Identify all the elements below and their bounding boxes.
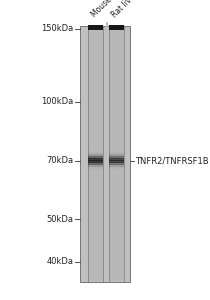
Bar (109, 169, 124, 170)
Bar (88, 157, 103, 158)
Text: TNFR2/TNFRSF1B: TNFR2/TNFRSF1B (135, 156, 209, 165)
Bar (88, 26, 103, 281)
Bar (109, 160, 124, 161)
Bar (88, 159, 103, 160)
Bar (88, 169, 103, 170)
Bar (88, 161, 103, 162)
Text: 100kDa: 100kDa (41, 98, 74, 106)
Bar (106, 22, 108, 32)
Bar (88, 150, 103, 151)
Bar (109, 158, 124, 159)
Text: 150kDa: 150kDa (41, 24, 74, 33)
Bar (109, 167, 124, 168)
Bar (106, 26, 108, 281)
Bar (109, 151, 124, 152)
Bar (88, 155, 103, 156)
Text: 70kDa: 70kDa (46, 156, 74, 165)
Bar (88, 160, 103, 161)
Bar (109, 164, 124, 165)
Bar (80, 26, 130, 282)
Bar (88, 151, 103, 152)
Bar (88, 163, 103, 164)
Bar (109, 25, 124, 30)
Bar (88, 162, 103, 163)
Bar (109, 162, 124, 163)
Text: 50kDa: 50kDa (46, 214, 74, 224)
Bar (88, 164, 103, 165)
Bar (109, 168, 124, 169)
Bar (109, 170, 124, 171)
Bar (88, 152, 103, 153)
Text: Rat liver: Rat liver (110, 0, 139, 20)
Bar (88, 170, 103, 171)
Bar (88, 25, 103, 30)
Text: Mouse spleen: Mouse spleen (89, 0, 133, 20)
Bar (109, 161, 124, 162)
Bar (106, 26, 108, 281)
Bar (109, 154, 124, 155)
Bar (109, 163, 124, 164)
Bar (109, 26, 124, 281)
Bar (109, 152, 124, 153)
Bar (88, 167, 103, 168)
Bar (109, 156, 124, 157)
Bar (109, 155, 124, 156)
Bar (88, 164, 103, 165)
Bar (88, 165, 103, 166)
Bar (109, 150, 124, 151)
Bar (88, 153, 103, 154)
Bar (109, 164, 124, 165)
Bar (88, 168, 103, 169)
Text: 40kDa: 40kDa (46, 257, 74, 266)
Bar (88, 156, 103, 157)
Bar (109, 157, 124, 158)
Bar (109, 165, 124, 166)
Bar (109, 159, 124, 160)
Bar (109, 153, 124, 154)
Bar (88, 156, 103, 157)
Bar (88, 154, 103, 155)
Bar (109, 156, 124, 157)
Bar (88, 158, 103, 159)
